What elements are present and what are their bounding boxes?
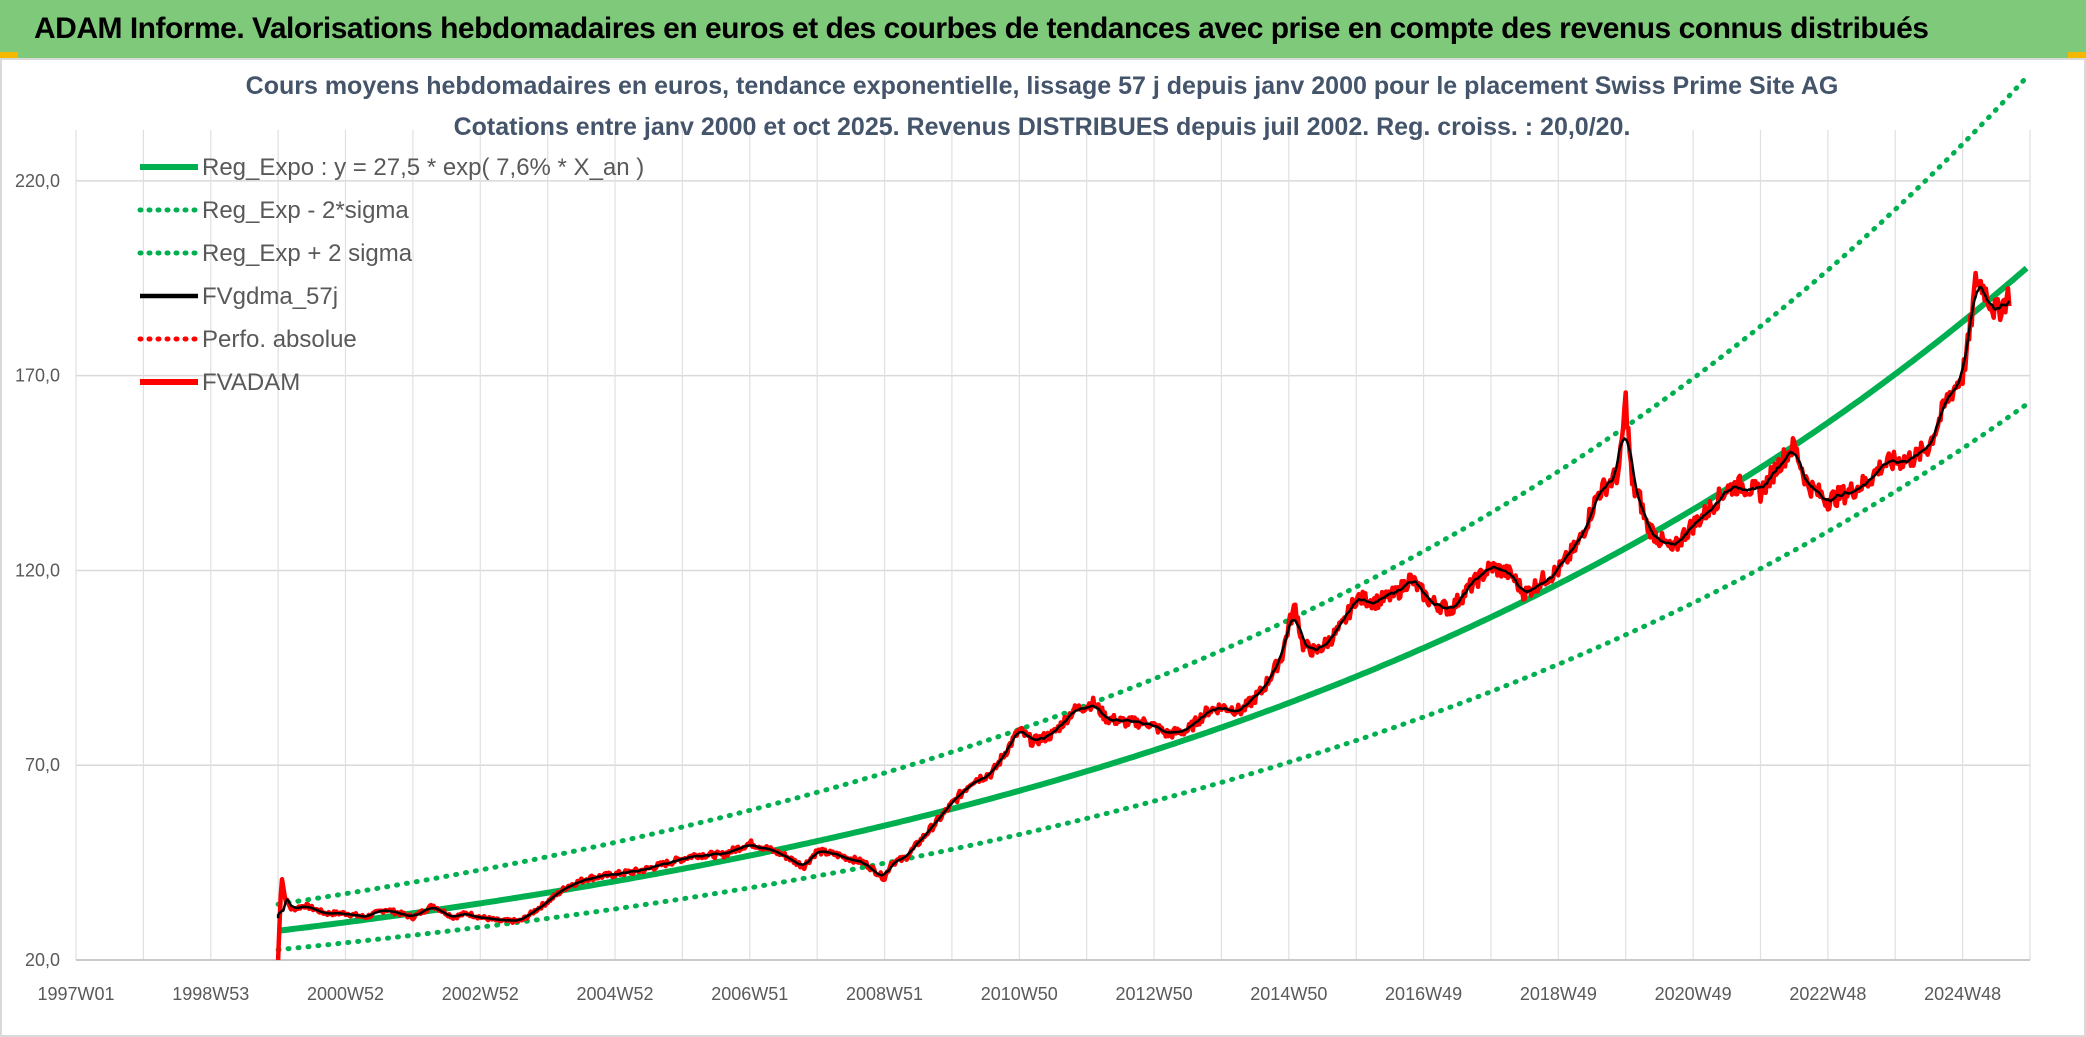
corner-accent-left [0,52,18,58]
x-tick-label: 2014W50 [1250,984,1327,1004]
legend-label: Perfo. absolue [202,326,357,353]
x-tick-label: 2010W50 [981,984,1058,1004]
series-fvgdma-57j [276,285,2011,922]
report-banner: ADAM Informe. Valorisations hebdomadaire… [0,0,2086,58]
y-tick-label: 20,0 [25,950,60,970]
y-tick-label: 120,0 [15,560,60,580]
grid-lines [75,130,2031,961]
x-tick-label: 2012W50 [1116,984,1193,1004]
x-tick-label: 2002W52 [442,984,519,1004]
corner-accent-right [2068,52,2086,58]
legend-label: FVADAM [202,369,300,396]
x-tick-label: 2024W48 [1924,984,2001,1004]
x-tick-label: 2004W52 [577,984,654,1004]
legend: Reg_Expo : y = 27,5 * exp( 7,6% * X_an )… [137,154,644,396]
x-axis-ticks: 1997W01 1998W53 2000W52 2002W52 2004W52 2006W… [37,984,2001,1004]
report-title: ADAM Informe. Valorisations hebdomadaire… [34,12,1929,45]
x-tick-label: 2006W51 [711,984,788,1004]
y-tick-label: 70,0 [25,755,60,775]
x-tick-label: 2020W49 [1655,984,1732,1004]
legend-label: Reg_Exp - 2*sigma [202,197,409,224]
series-lines [275,74,2030,961]
legend-label: Reg_Expo : y = 27,5 * exp( 7,6% * X_an ) [202,154,644,181]
x-tick-label: 1998W53 [172,984,249,1004]
y-tick-label: 220,0 [15,171,60,191]
trend-chart: Cours moyens hebdomadaires en euros, ten… [15,72,2031,1004]
series-reg-plus-2sigma [275,74,2030,907]
y-axis-ticks: 20,0 70,0 120,0 170,0 220,0 [15,171,60,970]
chart-area: Cours moyens hebdomadaires en euros, ten… [0,58,2086,1037]
x-tick-label: 1997W01 [37,984,114,1004]
chart-subtitle: Cotations entre janv 2000 et oct 2025. R… [454,113,1631,141]
x-tick-label: 2022W48 [1789,984,1866,1004]
series-reg-minus-2sigma [275,401,2030,953]
x-tick-label: 2000W52 [307,984,384,1004]
legend-label: Reg_Exp + 2 sigma [202,240,413,267]
series-reg-expo [277,265,2029,934]
x-tick-label: 2018W49 [1520,984,1597,1004]
chart-title: Cours moyens hebdomadaires en euros, ten… [246,72,1839,100]
y-tick-label: 170,0 [15,366,60,386]
x-tick-label: 2016W49 [1385,984,1462,1004]
x-tick-label: 2008W51 [846,984,923,1004]
legend-label: FVgdma_57j [202,283,338,310]
